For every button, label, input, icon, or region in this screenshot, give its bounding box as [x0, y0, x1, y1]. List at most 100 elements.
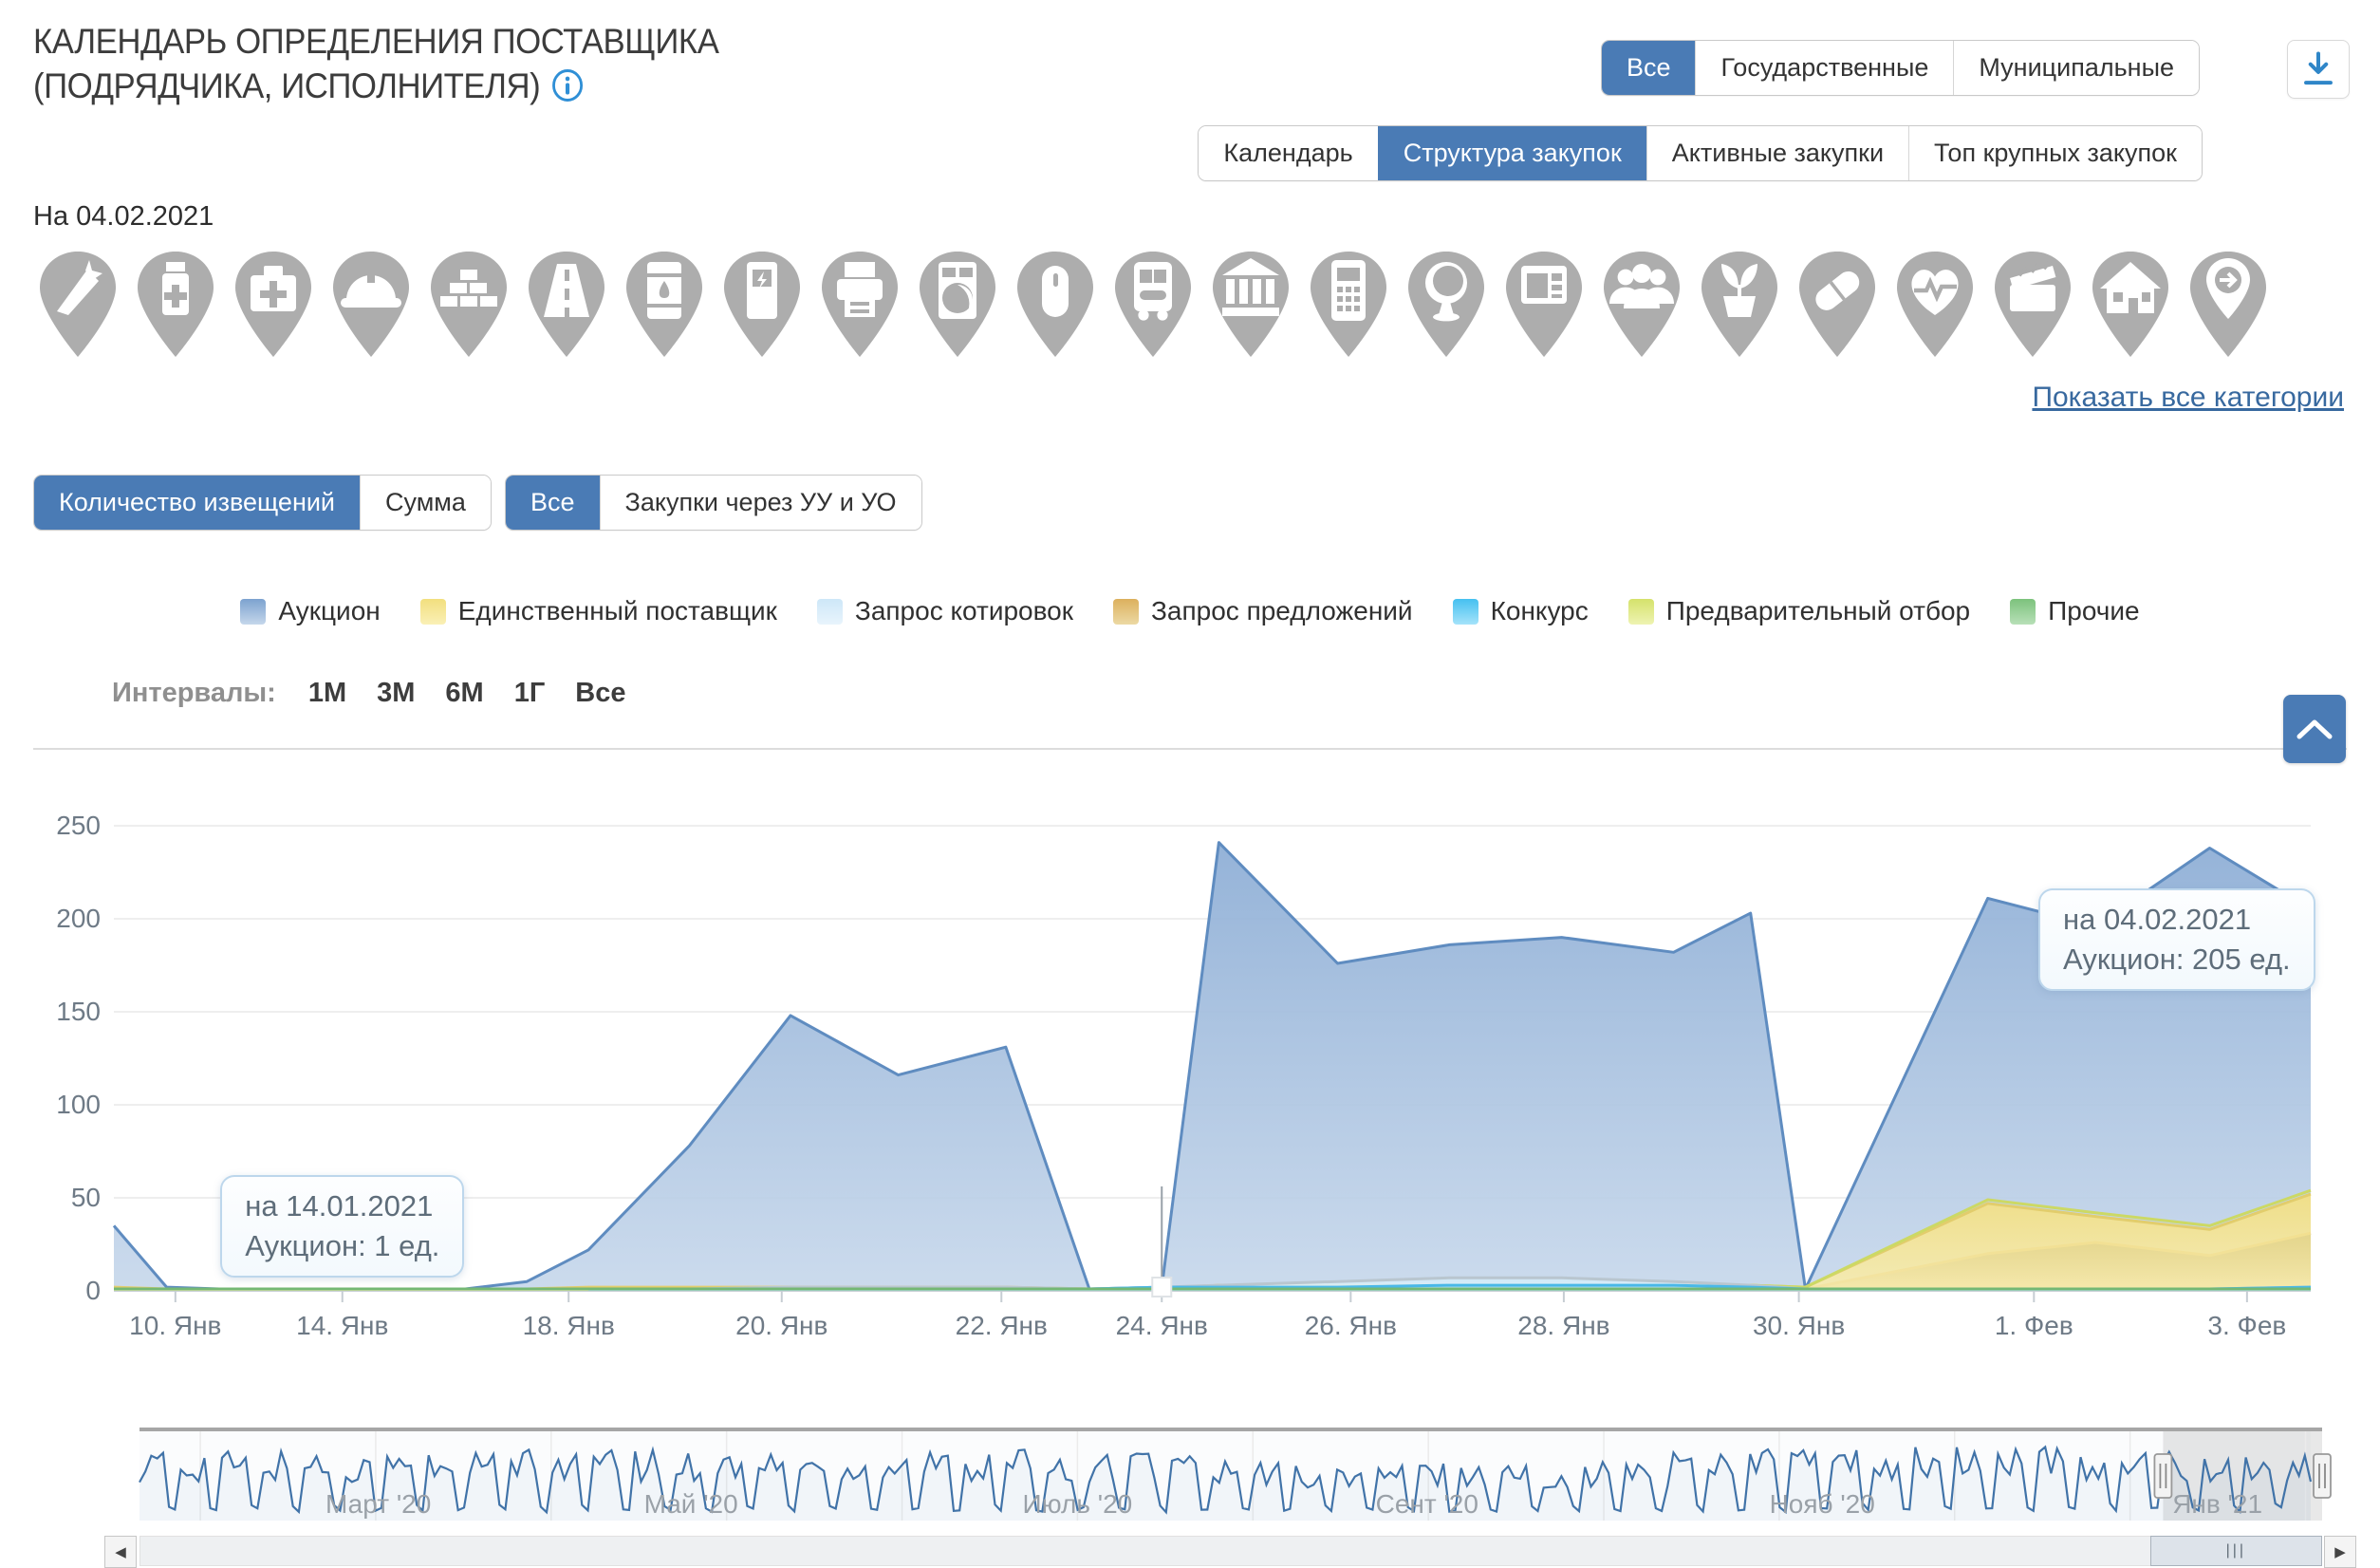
metric-option-sum[interactable]: Сумма: [360, 476, 491, 530]
category-oil-barrel-icon[interactable]: [623, 249, 706, 359]
x-axis-label: 26. Янв: [1305, 1311, 1397, 1340]
navigator-area: [139, 1447, 2311, 1521]
news-icon: [1521, 266, 1567, 304]
chart-tooltip: на 14.01.2021 Аукцион: 1 ед.: [220, 1175, 465, 1278]
legend-item-other[interactable]: Прочие: [2010, 596, 2140, 626]
category-computer-mouse-icon[interactable]: [1013, 249, 1097, 359]
legend-item-quote-request[interactable]: Запрос котировок: [816, 596, 1073, 626]
category-clapperboard-icon[interactable]: [1991, 249, 2074, 359]
tooltip-value: Аукцион: 205 ед.: [2063, 943, 2291, 976]
category-house-icon[interactable]: [2089, 249, 2172, 359]
legend-item-auction[interactable]: Аукцион: [240, 596, 381, 626]
category-news-icon[interactable]: [1502, 249, 1586, 359]
category-carrot-icon[interactable]: [36, 249, 120, 359]
clapperboard-icon: [2010, 259, 2056, 311]
scrollbar-left-arrow[interactable]: ◀: [104, 1536, 137, 1568]
y-axis-label: 250: [56, 811, 101, 840]
scrollbar-track[interactable]: [139, 1536, 2322, 1566]
tab-structure[interactable]: Структура закупок: [1377, 126, 1646, 180]
y-axis-label: 200: [56, 904, 101, 933]
category-hard-hat-icon[interactable]: [329, 249, 413, 359]
scope-option-uu-uo[interactable]: Закупки через УУ и УО: [599, 476, 921, 530]
x-axis-label: 1. Фев: [1995, 1311, 2073, 1340]
legend-swatch-preselection: [1627, 598, 1654, 625]
category-bank-icon[interactable]: [1209, 249, 1292, 359]
legend-item-preselection[interactable]: Предварительный отбор: [1627, 596, 1970, 626]
owner-option-municipal[interactable]: Муниципальные: [1953, 41, 2199, 95]
legend-swatch-single-supplier: [419, 598, 446, 625]
collapse-chart-button[interactable]: [2283, 695, 2346, 763]
plant-icon: [1721, 264, 1757, 317]
info-icon[interactable]: [551, 67, 586, 114]
interval-option-6m[interactable]: 6M: [445, 678, 484, 708]
category-printer-icon[interactable]: [818, 249, 902, 359]
printer-icon: [837, 262, 883, 317]
legend-label: Запрос котировок: [854, 596, 1073, 625]
download-button[interactable]: [2287, 40, 2350, 99]
terminal-icon: [747, 262, 777, 319]
chart-tooltip: на 04.02.2021 Аукцион: 205 ед.: [2038, 888, 2315, 991]
interval-option-3m[interactable]: 3M: [377, 678, 416, 708]
category-terminal-icon[interactable]: [720, 249, 804, 359]
tooltip-date: на 04.02.2021: [2063, 903, 2252, 936]
category-pin-arrow-icon[interactable]: [2186, 249, 2270, 359]
category-plant-icon[interactable]: [1698, 249, 1781, 359]
pin-arrow-icon: [2206, 258, 2250, 319]
tab-top-purchases[interactable]: Топ крупных закупок: [1908, 126, 2202, 180]
interval-option-all[interactable]: Все: [575, 678, 626, 708]
legend-swatch-quote-request: [816, 598, 843, 625]
download-icon: [2304, 51, 2333, 85]
scrollbar-right-arrow[interactable]: ▶: [2324, 1536, 2356, 1568]
navigator-right-handle[interactable]: [2313, 1453, 2332, 1499]
metric-option-count[interactable]: Количество извещений: [34, 476, 361, 530]
legend-item-proposal-request[interactable]: Запрос предложений: [1113, 596, 1413, 626]
category-icons-row: [36, 249, 2270, 359]
category-bus-icon[interactable]: [1111, 249, 1195, 359]
category-road-icon[interactable]: [525, 249, 608, 359]
road-icon: [544, 264, 589, 317]
category-globe-icon[interactable]: [1404, 249, 1488, 359]
legend-label: Аукцион: [278, 596, 381, 625]
bank-icon: [1222, 258, 1279, 316]
x-axis-label: 18. Янв: [523, 1311, 615, 1340]
page-title-line1: КАЛЕНДАРЬ ОПРЕДЕЛЕНИЯ ПОСТАВЩИКА: [33, 22, 719, 61]
category-pill-icon[interactable]: [1795, 249, 1879, 359]
selected-point-marker[interactable]: [1151, 1277, 1173, 1297]
main-chart: 0 50 100 150 200 250 10. Янв 14. Янв 18. Янв 20. …: [33, 759, 2349, 1357]
tab-calendar[interactable]: Календарь: [1199, 126, 1378, 180]
navigator-left-handle[interactable]: [2153, 1453, 2173, 1499]
navigator-month-label: Март '20: [325, 1489, 431, 1519]
chart-legend: Аукцион Единственный поставщик Запрос коти…: [0, 596, 2380, 626]
y-axis-label: 0: [85, 1276, 101, 1305]
category-medicine-bottle-icon[interactable]: [134, 249, 217, 359]
navigator-month-label: Май '20: [644, 1489, 738, 1519]
oil-barrel-icon: [647, 262, 681, 319]
legend-item-contest[interactable]: Конкурс: [1452, 596, 1589, 626]
x-axis-label: 14. Янв: [296, 1311, 388, 1340]
navigator-selected-range[interactable]: [2163, 1429, 2322, 1521]
legend-label: Единственный поставщик: [457, 596, 777, 625]
scope-option-all[interactable]: Все: [506, 476, 600, 530]
category-washing-machine-icon[interactable]: [916, 249, 999, 359]
chart-scrollbar: ◀ ||| ▶: [33, 1536, 2356, 1568]
navigator-month-label: Июль '20: [1023, 1489, 1133, 1519]
legend-item-single-supplier[interactable]: Единственный поставщик: [419, 596, 777, 626]
bus-icon: [1134, 262, 1172, 321]
category-people-icon[interactable]: [1600, 249, 1683, 359]
category-calculator-icon[interactable]: [1307, 249, 1390, 359]
owner-option-all[interactable]: Все: [1601, 41, 1696, 95]
interval-option-1m[interactable]: 1M: [307, 678, 347, 708]
x-axis-label: 24. Янв: [1116, 1311, 1208, 1340]
owner-option-state[interactable]: Государственные: [1695, 41, 1954, 95]
x-axis-label: 3. Фев: [2207, 1311, 2286, 1340]
main-chart-svg: 0 50 100 150 200 250 10. Янв 14. Янв 18. Янв 20. …: [56, 811, 2312, 1340]
tab-active-purchases[interactable]: Активные закупки: [1646, 126, 1909, 180]
scrollbar-thumb[interactable]: |||: [2149, 1536, 2322, 1566]
show-all-categories-link[interactable]: Показать все категории: [2032, 382, 2344, 413]
category-heart-pulse-icon[interactable]: [1893, 249, 1977, 359]
category-first-aid-kit-icon[interactable]: [232, 249, 315, 359]
category-bricks-icon[interactable]: [427, 249, 511, 359]
interval-option-1y[interactable]: 1Г: [513, 678, 546, 708]
area-auction: [114, 842, 2311, 1291]
